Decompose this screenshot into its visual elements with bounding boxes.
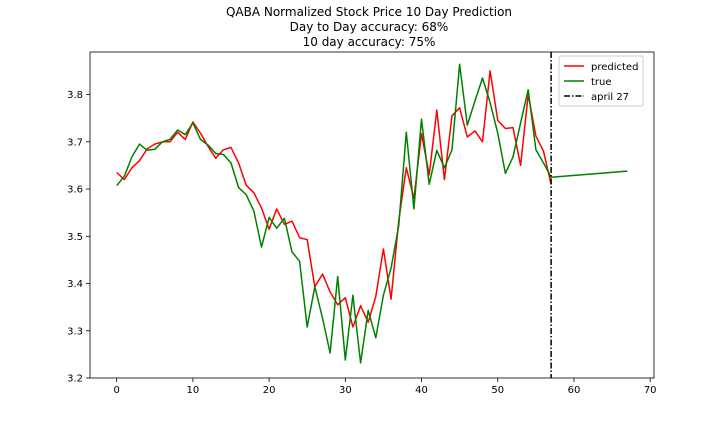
y-tick-label: 3.7 <box>67 137 83 148</box>
plot-area <box>89 51 655 379</box>
x-tick-label: 70 <box>644 385 657 396</box>
plot-frame <box>89 51 655 379</box>
x-tick-label: 0 <box>113 385 119 396</box>
legend-label-true: true <box>591 77 612 88</box>
chart-title-line-3: 10 day accuracy: 75% <box>303 35 436 49</box>
y-tick-label: 3.2 <box>67 374 83 385</box>
y-tick-label: 3.5 <box>67 232 83 243</box>
series-predicted-line <box>116 70 552 328</box>
x-tick-label: 30 <box>339 385 352 396</box>
series-layer <box>116 52 628 378</box>
legend-label-april-27: april 27 <box>591 92 629 103</box>
y-axis: 3.2 3.3 3.4 3.5 3.6 3.7 3.8 <box>67 90 90 385</box>
series-true-line <box>116 63 628 364</box>
y-tick-label: 3.8 <box>67 90 83 101</box>
x-tick-label: 40 <box>415 385 428 396</box>
x-tick-label: 60 <box>568 385 581 396</box>
y-tick-label: 3.3 <box>67 326 83 337</box>
y-tick-label: 3.6 <box>67 185 83 196</box>
chart-title-line-1: QABA Normalized Stock Price 10 Day Predi… <box>226 5 512 19</box>
legend-label-predicted: predicted <box>591 62 638 73</box>
chart-title-line-2: Day to Day accuracy: 68% <box>290 20 449 34</box>
x-tick-label: 10 <box>187 385 200 396</box>
legend-box <box>558 55 644 107</box>
legend: predicted true april 27 <box>558 55 644 107</box>
x-tick-label: 50 <box>491 385 504 396</box>
x-tick-label: 20 <box>263 385 276 396</box>
y-tick-label: 3.4 <box>67 279 83 290</box>
x-axis: 0 10 20 30 40 50 60 70 <box>113 378 657 396</box>
